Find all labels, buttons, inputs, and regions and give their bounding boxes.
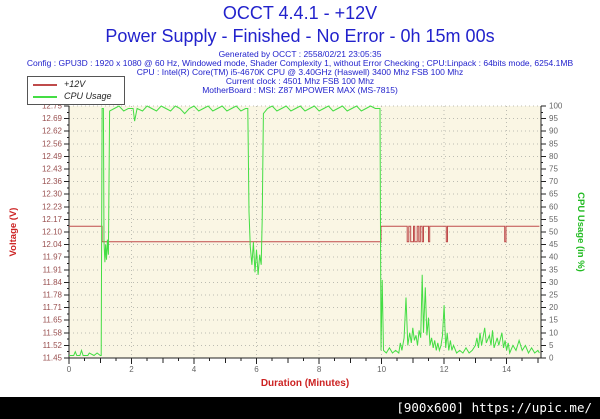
svg-text:20: 20: [549, 303, 558, 312]
svg-text:12.69: 12.69: [42, 114, 63, 123]
config-line-motherboard: MotherBoard : MSI: Z87 MPOWER MAX (MS-78…: [202, 85, 398, 95]
watermark-bar: [900x600] https://upic.me/: [0, 397, 600, 419]
svg-text:75: 75: [549, 165, 558, 174]
svg-text:12.30: 12.30: [42, 190, 63, 199]
svg-text:12.56: 12.56: [42, 139, 63, 148]
svg-text:12.43: 12.43: [42, 165, 63, 174]
generated-line: Generated by OCCT : 2558/02/21 23:05:35: [218, 49, 382, 59]
svg-text:80: 80: [549, 152, 558, 161]
svg-text:85: 85: [549, 139, 558, 148]
y-axis-left-title: Voltage (V): [8, 208, 19, 257]
svg-text:12.10: 12.10: [42, 228, 63, 237]
svg-text:11.65: 11.65: [43, 316, 63, 325]
svg-text:11.97: 11.97: [43, 253, 63, 262]
watermark-link[interactable]: [900x600] https://upic.me/: [396, 400, 592, 415]
svg-text:2: 2: [129, 365, 134, 374]
svg-text:50: 50: [549, 228, 558, 237]
svg-text:90: 90: [549, 127, 558, 136]
svg-text:45: 45: [549, 240, 558, 249]
svg-text:11.78: 11.78: [43, 291, 63, 300]
y-axis-right-title: CPU Usage (in %): [575, 192, 586, 272]
legend-swatch-voltage: [33, 83, 57, 86]
svg-text:35: 35: [549, 265, 558, 274]
svg-text:10: 10: [549, 328, 558, 337]
voltage-trace: [69, 225, 540, 243]
svg-text:10: 10: [377, 365, 386, 374]
x-grid-and-ticks: 0 2 4 6 8 10 12 14: [67, 106, 539, 374]
legend-swatch-cpu-usage: [33, 95, 57, 98]
svg-text:65: 65: [549, 190, 558, 199]
svg-text:30: 30: [549, 278, 558, 287]
config-line-clock: Current clock : 4501 Mhz FSB 100 Mhz: [225, 76, 375, 86]
svg-text:12.36: 12.36: [42, 177, 63, 186]
svg-text:12.17: 12.17: [42, 215, 63, 224]
svg-text:100: 100: [549, 102, 563, 111]
axis-lines: [68, 106, 542, 359]
svg-text:11.58: 11.58: [43, 328, 63, 337]
svg-text:11.45: 11.45: [43, 354, 63, 363]
svg-text:12.49: 12.49: [42, 152, 63, 161]
svg-text:55: 55: [549, 215, 558, 224]
legend-item-cpu-usage: CPU Usage: [28, 92, 124, 101]
svg-text:25: 25: [549, 291, 558, 300]
svg-text:70: 70: [549, 177, 558, 186]
svg-text:12: 12: [440, 365, 449, 374]
svg-text:40: 40: [549, 253, 558, 262]
svg-text:12.62: 12.62: [42, 127, 63, 136]
svg-text:15: 15: [549, 316, 558, 325]
legend-item-voltage: +12V: [28, 80, 124, 89]
svg-text:6: 6: [254, 365, 259, 374]
y-grid-and-ticks: 11.45 0 11.52 5 11.58 10 11.65 15 11.71 20 11.78 25…: [42, 102, 563, 363]
legend-label-voltage: +12V: [64, 79, 86, 89]
report-subtitle: Power Supply - Finished - No Error - 0h …: [105, 26, 495, 46]
svg-text:11.84: 11.84: [43, 278, 63, 287]
svg-text:12.75: 12.75: [42, 102, 63, 111]
chart-legend: +12V CPU Usage: [27, 76, 125, 105]
svg-text:11.71: 11.71: [43, 303, 63, 312]
config-line-gpu: Config : GPU3D : 1920 x 1080 @ 60 Hz, Wi…: [26, 58, 574, 68]
legend-label-cpu-usage: CPU Usage: [64, 91, 112, 101]
svg-text:11.52: 11.52: [43, 341, 63, 350]
svg-text:60: 60: [549, 202, 558, 211]
svg-text:4: 4: [192, 365, 197, 374]
x-axis-title: Duration (Minutes): [261, 378, 349, 389]
svg-text:12.04: 12.04: [42, 240, 63, 249]
svg-text:5: 5: [549, 341, 554, 350]
svg-text:0: 0: [549, 354, 554, 363]
cpu-usage-trace: [69, 105, 540, 357]
report-title: OCCT 4.4.1 - +12V: [222, 3, 378, 23]
svg-text:11.91: 11.91: [43, 265, 63, 274]
svg-text:8: 8: [317, 365, 322, 374]
svg-text:12.23: 12.23: [42, 202, 63, 211]
config-line-cpu: CPU : Intel(R) Core(TM) i5-4670K CPU @ 3…: [136, 67, 464, 77]
svg-text:95: 95: [549, 114, 558, 123]
svg-text:0: 0: [67, 365, 72, 374]
svg-text:14: 14: [502, 365, 511, 374]
